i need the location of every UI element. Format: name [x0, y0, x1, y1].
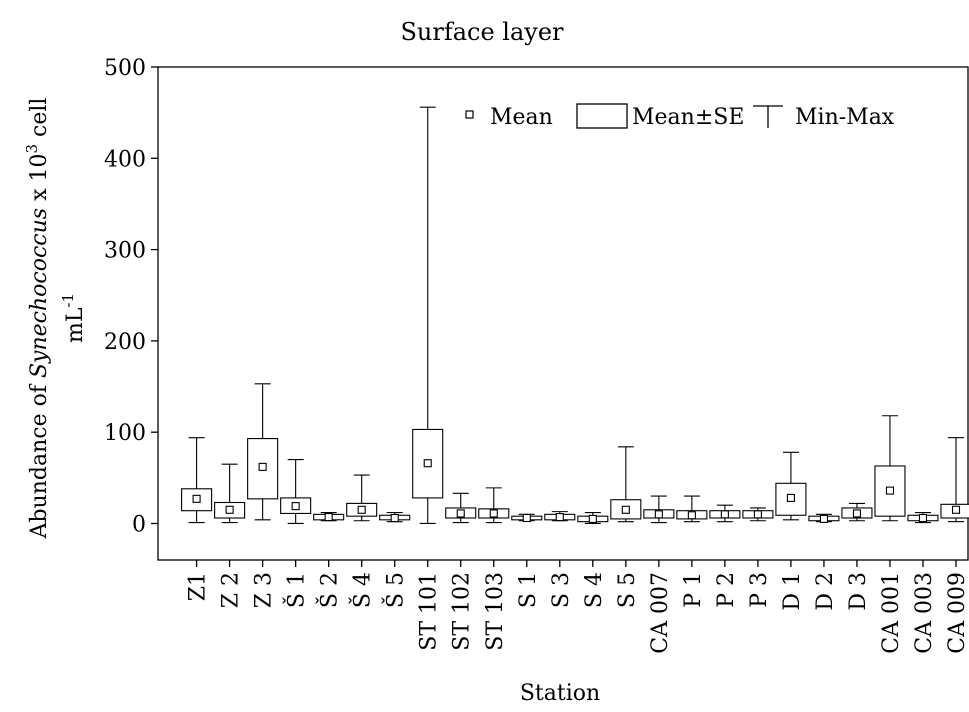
box-8	[445, 492, 477, 524]
x-tick-label: D 3	[846, 572, 871, 611]
box-20	[841, 502, 873, 522]
mean-marker	[456, 509, 465, 518]
mean-marker	[753, 510, 762, 519]
plot-frame	[157, 66, 969, 561]
x-tick-label: P 3	[747, 572, 772, 608]
box-2	[247, 383, 279, 521]
box-series	[181, 106, 969, 525]
x-tick-label: CA 003	[912, 572, 937, 654]
mean-marker	[258, 462, 267, 471]
box-4	[313, 511, 345, 522]
legend-se-marker	[576, 103, 628, 129]
mean-marker	[225, 505, 234, 514]
mean-marker	[555, 513, 564, 522]
x-tick-label: Š 1	[283, 572, 310, 608]
mean-marker	[489, 509, 498, 518]
y-tick-label: 100	[104, 421, 146, 446]
y-axis-label-unit: mL-1	[59, 293, 88, 343]
x-axis-label: Station	[520, 681, 600, 706]
x-tick-label: ST 102	[450, 572, 475, 651]
mean-marker	[720, 510, 729, 519]
box-6	[379, 511, 411, 523]
box-19	[808, 513, 840, 523]
mean-marker	[819, 514, 828, 523]
mean-marker	[951, 505, 961, 514]
box-21	[874, 415, 906, 522]
x-tick-label: ST 101	[417, 572, 442, 651]
box-3	[280, 459, 312, 525]
mean-marker	[786, 493, 795, 502]
plot-area	[157, 66, 969, 561]
y-tick-label: 500	[104, 56, 146, 81]
mean-marker	[852, 509, 861, 518]
x-tick-label: S 4	[582, 572, 607, 608]
y-axis-label: Abundance of Synechococcus x 103 cell	[23, 98, 52, 540]
box-10	[511, 513, 543, 523]
box-22	[907, 511, 939, 524]
mean-marker	[918, 513, 928, 523]
mean-marker	[588, 514, 597, 523]
mean-marker	[522, 513, 531, 523]
x-tick-label: CA 009	[945, 572, 969, 654]
legend-minmax-label: Min-Max	[795, 105, 895, 130]
legend-mean-marker	[465, 110, 474, 119]
x-tick-label: S 5	[615, 572, 640, 608]
x-tick-label: Z 2	[219, 572, 244, 608]
chart-title: Surface layer	[400, 18, 564, 46]
mean-marker	[324, 513, 333, 522]
box-16	[709, 504, 741, 523]
x-tick-label: Z 3	[252, 572, 277, 608]
mean-marker	[654, 510, 663, 519]
mean-marker	[423, 459, 432, 468]
y-tick-label: 0	[132, 512, 146, 537]
y-tick-label: 200	[104, 330, 146, 355]
y-tick-label: 400	[104, 147, 146, 172]
x-tick-label: P 2	[714, 572, 739, 608]
x-tick-label: CA 007	[648, 572, 673, 654]
legend-minmax-marker	[753, 105, 783, 128]
box-7	[412, 106, 444, 525]
box-18	[775, 451, 807, 521]
x-tick-label: D 2	[813, 572, 838, 611]
mean-marker	[291, 502, 300, 511]
x-tick-label: P 1	[681, 572, 706, 608]
box-15	[676, 495, 708, 523]
legend: Mean Mean±SE Min-Max	[465, 103, 895, 130]
x-tick-label: Š 4	[349, 572, 376, 608]
box-1	[214, 463, 246, 524]
box-17	[742, 507, 774, 522]
mean-marker	[357, 505, 366, 514]
x-tick-label: Š 5	[382, 572, 409, 608]
box-23	[940, 437, 969, 523]
x-tick-label: Z1	[186, 572, 211, 601]
mean-marker	[687, 511, 696, 520]
mean-marker	[390, 513, 399, 523]
y-axis: 0 100 200 300 400 500	[104, 56, 158, 537]
x-tick-label: CA 001	[879, 572, 904, 654]
x-tick-label: Š 2	[316, 572, 343, 608]
legend-se-label: Mean±SE	[632, 105, 744, 130]
box-9	[478, 487, 510, 524]
x-tick-label: S 3	[549, 572, 574, 608]
mean-marker	[621, 505, 630, 514]
x-tick-label: ST 103	[483, 572, 508, 651]
mean-marker	[885, 486, 895, 495]
box-13	[610, 446, 642, 523]
box-11	[544, 511, 576, 522]
mean-marker	[192, 494, 201, 503]
box-12	[577, 511, 609, 525]
x-tick-label: S 1	[516, 572, 541, 608]
y-tick-label: 300	[104, 239, 146, 264]
box-14	[643, 495, 675, 524]
legend-mean-label: Mean	[490, 105, 553, 130]
x-tick-label: D 1	[780, 572, 805, 611]
box-0	[181, 437, 213, 524]
box-5	[346, 474, 378, 522]
